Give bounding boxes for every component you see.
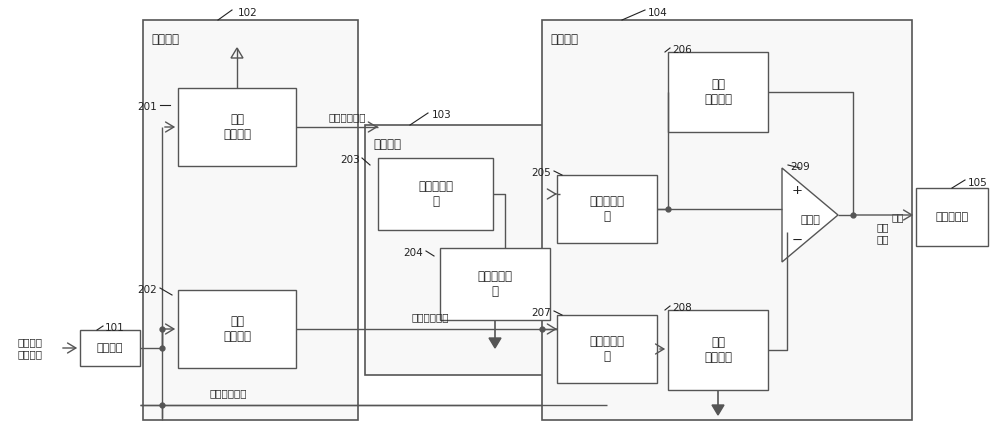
- Text: 第一电压信号: 第一电压信号: [328, 112, 366, 122]
- Text: 栋极: 栋极: [892, 212, 904, 222]
- Bar: [668, 52, 768, 132]
- Bar: [365, 125, 560, 375]
- Polygon shape: [782, 168, 838, 262]
- Text: 第四
电阵单元: 第四 电阵单元: [704, 336, 732, 364]
- Text: 差分模块: 差分模块: [550, 33, 578, 46]
- Text: 208: 208: [672, 303, 692, 313]
- Polygon shape: [489, 338, 501, 348]
- Text: 102: 102: [238, 8, 258, 18]
- Text: 减法器: 减法器: [800, 215, 820, 225]
- Text: 104: 104: [648, 8, 668, 18]
- Bar: [668, 310, 768, 390]
- Text: +: +: [792, 183, 803, 197]
- Text: 101: 101: [105, 323, 125, 333]
- Text: 分压模块: 分压模块: [151, 33, 179, 46]
- Text: 204: 204: [403, 248, 423, 258]
- Text: 第一电阵单
元: 第一电阵单 元: [590, 195, 624, 223]
- Text: 205: 205: [531, 168, 551, 178]
- Bar: [178, 290, 296, 368]
- Text: 第一
分压单元: 第一 分压单元: [223, 113, 251, 141]
- Text: 207: 207: [531, 308, 551, 318]
- Text: 积分电阵单
元: 积分电阵单 元: [418, 180, 453, 208]
- Text: 第二电压信号: 第二电压信号: [411, 312, 449, 322]
- Text: 脉冲宽度
调制信号: 脉冲宽度 调制信号: [18, 337, 43, 359]
- Text: 积分模块: 积分模块: [373, 138, 401, 151]
- Text: 206: 206: [672, 45, 692, 55]
- Text: 202: 202: [137, 285, 157, 295]
- Bar: [557, 315, 657, 383]
- Polygon shape: [712, 405, 724, 415]
- Text: 输出
信号: 输出 信号: [877, 222, 889, 244]
- Text: 第二
分压单元: 第二 分压单元: [223, 315, 251, 343]
- Bar: [916, 188, 988, 246]
- Text: 105: 105: [968, 178, 988, 188]
- Bar: [378, 158, 493, 230]
- Bar: [80, 330, 140, 366]
- Text: 201: 201: [137, 102, 157, 112]
- Text: 103: 103: [432, 110, 452, 120]
- Text: 209: 209: [790, 162, 810, 172]
- Bar: [178, 88, 296, 166]
- Text: 原始驱动信号: 原始驱动信号: [210, 388, 248, 398]
- Bar: [440, 248, 550, 320]
- Bar: [557, 175, 657, 243]
- Text: 第二
电阵单元: 第二 电阵单元: [704, 78, 732, 106]
- Text: −: −: [792, 233, 803, 247]
- Text: 碳化硅器件: 碳化硅器件: [935, 212, 969, 222]
- Text: 第三电阵单
元: 第三电阵单 元: [590, 335, 624, 363]
- Text: 驱动模块: 驱动模块: [97, 343, 123, 353]
- Bar: [143, 20, 358, 420]
- Bar: [542, 20, 912, 420]
- Text: 203: 203: [340, 155, 360, 165]
- Text: 积分电容单
元: 积分电容单 元: [478, 270, 512, 298]
